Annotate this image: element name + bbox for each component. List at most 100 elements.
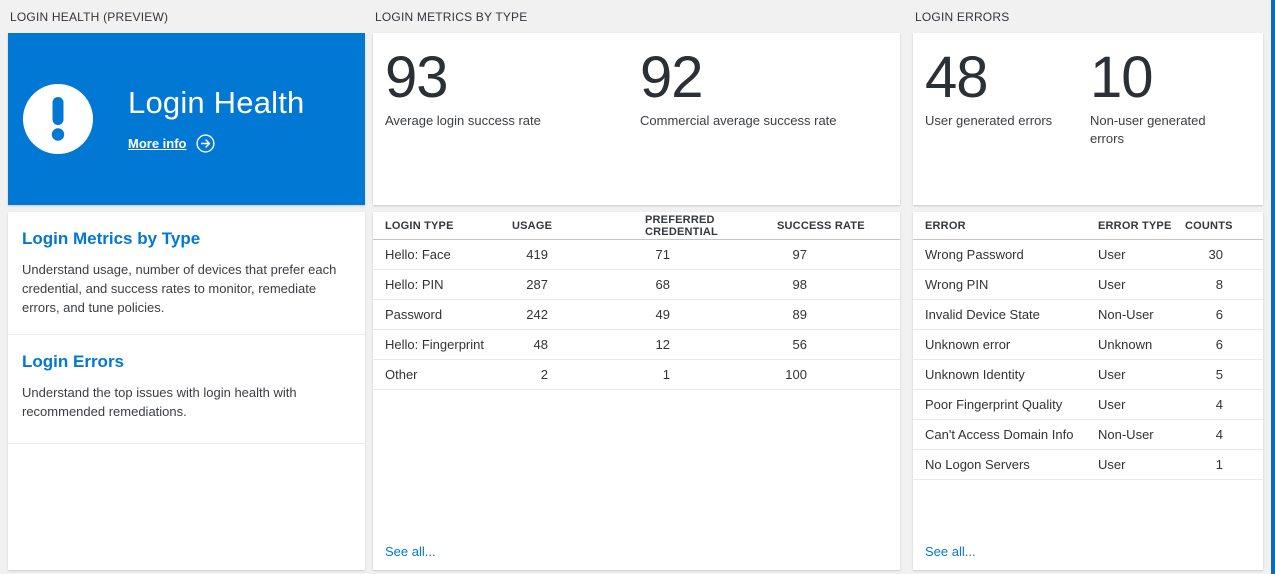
- cell-usage: 287: [526, 277, 548, 292]
- cell-error: Poor Fingerprint Quality: [925, 397, 1063, 412]
- col-header-success-rate: SUCCESS RATE: [777, 219, 865, 232]
- stat-label: Average login success rate: [385, 113, 541, 128]
- cell-preferred-credential: 12: [655, 337, 670, 352]
- cell-counts: 5: [1215, 367, 1223, 382]
- tile-title: Login Health: [128, 85, 305, 120]
- cell-preferred-credential: 1: [662, 367, 670, 382]
- section-login-metrics-by-type: Login Metrics by Type Understand usage, …: [8, 212, 365, 335]
- table-row[interactable]: No Logon Servers User 1: [913, 450, 1263, 480]
- cell-success-rate: 89: [792, 307, 807, 322]
- column-login-metrics: LOGIN METRICS BY TYPE 93 Average login s…: [373, 0, 900, 570]
- col-header-usage: USAGE: [512, 219, 553, 232]
- errors-table-header: ERROR ERROR TYPE COUNTS: [913, 212, 1263, 240]
- cell-error-type: User: [1098, 457, 1126, 472]
- cell-login-type: Other: [385, 367, 418, 382]
- table-row[interactable]: Unknown Identity User 5: [913, 360, 1263, 390]
- stat-value: 10: [1090, 45, 1154, 110]
- table-row[interactable]: Hello: PIN 287 68 98: [373, 270, 900, 300]
- cell-error: Wrong PIN: [925, 277, 989, 292]
- metrics-stats: 93 Average login success rate 92 Commerc…: [373, 33, 900, 130]
- stat-commercial-success: 92 Commercial average success rate: [640, 45, 900, 130]
- see-all-link-errors[interactable]: See all...: [925, 544, 976, 559]
- cell-error: Unknown Identity: [925, 367, 1025, 382]
- stat-label: Non-user generated errors: [1090, 113, 1206, 146]
- more-info-link[interactable]: More info: [128, 134, 215, 153]
- cell-counts: 4: [1215, 427, 1223, 442]
- col-header-counts: COUNTS: [1185, 219, 1233, 232]
- cell-error-type: Non-User: [1098, 307, 1154, 322]
- col-header-error: ERROR: [925, 219, 966, 232]
- cell-login-type: Password: [385, 307, 443, 322]
- stat-average-success: 93 Average login success rate: [385, 49, 640, 130]
- adjacent-blade-edge: [1271, 0, 1275, 574]
- section-desc-login-errors: Understand the top issues with login hea…: [22, 385, 297, 419]
- section-title-login-errors[interactable]: Login Errors: [22, 352, 125, 371]
- table-row[interactable]: Password 242 49 89: [373, 300, 900, 330]
- see-all-link-metrics[interactable]: See all...: [385, 544, 436, 559]
- table-row[interactable]: Poor Fingerprint Quality User 4: [913, 390, 1263, 420]
- cell-error-type: Unknown: [1098, 337, 1153, 352]
- section-header-login-errors: LOGIN ERRORS: [915, 9, 1010, 24]
- metrics-table-card: LOGIN TYPE USAGE PREFERRED CREDENTIAL SU…: [373, 212, 900, 570]
- cell-usage: 48: [533, 337, 548, 352]
- stat-non-user-errors: 10 Non-user generated errors: [1090, 45, 1240, 148]
- metrics-stats-card: 93 Average login success rate 92 Commerc…: [373, 33, 900, 205]
- section-title-login-metrics[interactable]: Login Metrics by Type: [22, 229, 201, 248]
- stat-user-errors: 48 User generated errors: [925, 45, 1090, 148]
- errors-stats: 48 User generated errors 10 Non-user gen…: [913, 33, 1263, 148]
- cell-counts: 4: [1215, 397, 1223, 412]
- table-row[interactable]: Can't Access Domain Info Non-User 4: [913, 420, 1263, 450]
- col-header-login-type: LOGIN TYPE: [385, 219, 454, 232]
- cell-counts: 6: [1215, 337, 1223, 352]
- cell-error-type: User: [1098, 277, 1126, 292]
- stat-value: 92: [640, 45, 704, 110]
- cell-error-type: User: [1098, 367, 1126, 382]
- cell-preferred-credential: 49: [655, 307, 670, 322]
- cell-usage: 242: [526, 307, 548, 322]
- section-login-errors: Login Errors Understand the top issues w…: [8, 335, 365, 444]
- table-row[interactable]: Wrong PIN User 8: [913, 270, 1263, 300]
- col-header-preferred-credential: PREFERRED CREDENTIAL: [645, 213, 718, 238]
- metrics-table-header: LOGIN TYPE USAGE PREFERRED CREDENTIAL SU…: [373, 212, 900, 240]
- cell-counts: 6: [1215, 307, 1223, 322]
- section-header-login-health: LOGIN HEALTH (PREVIEW): [10, 9, 169, 24]
- column-login-health: LOGIN HEALTH (PREVIEW) Login Health More…: [8, 0, 365, 570]
- more-info-label: More info: [128, 136, 187, 151]
- cell-usage: 2: [540, 367, 548, 382]
- table-row[interactable]: Unknown error Unknown 6: [913, 330, 1263, 360]
- cell-error-type: Non-User: [1098, 427, 1154, 442]
- stat-value: 48: [925, 45, 989, 110]
- cell-success-rate: 56: [792, 337, 807, 352]
- cell-error: Wrong Password: [925, 247, 1024, 262]
- stat-label: User generated errors: [925, 113, 1053, 128]
- cell-error-type: User: [1098, 247, 1126, 262]
- col-header-error-type: ERROR TYPE: [1098, 219, 1172, 232]
- cell-counts: 1: [1215, 457, 1223, 472]
- table-row[interactable]: Wrong Password User 30: [913, 240, 1263, 270]
- table-row[interactable]: Hello: Face 419 71 97: [373, 240, 900, 270]
- login-health-tile[interactable]: Login Health More info: [8, 33, 365, 205]
- table-row[interactable]: Hello: Fingerprint 48 12 56: [373, 330, 900, 360]
- cell-counts: 8: [1215, 277, 1223, 292]
- arrow-circle-icon: [195, 134, 215, 153]
- cell-error-type: User: [1098, 397, 1126, 412]
- cell-preferred-credential: 71: [655, 247, 670, 262]
- section-header-login-metrics: LOGIN METRICS BY TYPE: [375, 9, 528, 24]
- cell-error: Invalid Device State: [925, 307, 1040, 322]
- column-login-errors: LOGIN ERRORS 48 User generated errors 10…: [913, 0, 1263, 570]
- table-row[interactable]: Invalid Device State Non-User 6: [913, 300, 1263, 330]
- cell-success-rate: 98: [792, 277, 807, 292]
- cell-error: Can't Access Domain Info: [925, 427, 1074, 442]
- cell-login-type: Hello: Fingerprint: [385, 337, 484, 352]
- cell-success-rate: 100: [785, 367, 807, 382]
- tile-text-block: Login Health More info: [128, 83, 304, 153]
- section-desc-login-metrics: Understand usage, number of devices that…: [22, 262, 337, 315]
- errors-table-card: ERROR ERROR TYPE COUNTS Wrong Password U…: [913, 212, 1263, 570]
- exclamation-icon: [22, 83, 94, 155]
- cell-success-rate: 97: [792, 247, 807, 262]
- table-row[interactable]: Other 2 1 100: [373, 360, 900, 390]
- cell-counts: 30: [1208, 247, 1223, 262]
- stat-label: Commercial average success rate: [640, 113, 837, 128]
- cell-error: Unknown error: [925, 337, 1011, 352]
